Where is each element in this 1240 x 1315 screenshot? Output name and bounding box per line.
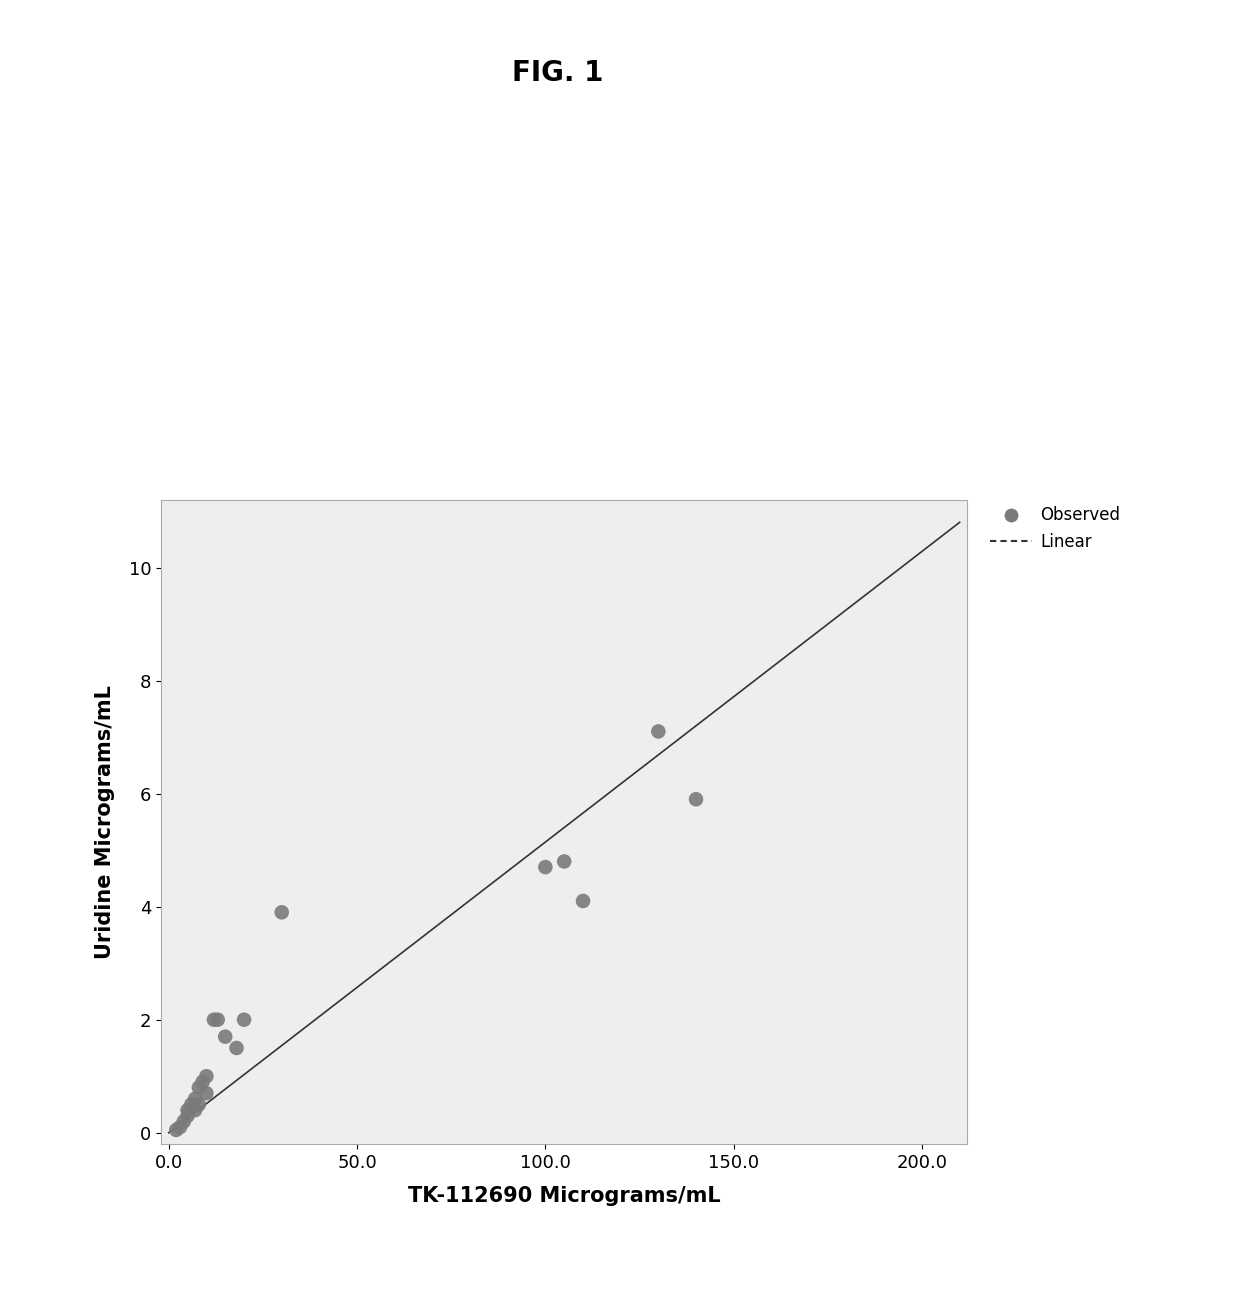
Y-axis label: Uridine Micrograms/mL: Uridine Micrograms/mL — [95, 685, 115, 959]
Point — [174, 1111, 193, 1132]
Point — [188, 1094, 208, 1115]
Point — [227, 1038, 247, 1059]
Point — [573, 890, 593, 911]
Point — [181, 1094, 201, 1115]
Point — [185, 1099, 205, 1120]
Point — [554, 851, 574, 872]
Point — [192, 1072, 212, 1093]
Point — [205, 1009, 224, 1030]
Point — [188, 1077, 208, 1098]
Point — [272, 902, 291, 923]
Point — [177, 1099, 197, 1120]
Legend: Observed, Linear: Observed, Linear — [983, 500, 1127, 558]
Point — [196, 1065, 216, 1086]
Point — [216, 1026, 236, 1047]
Point — [987, 585, 1007, 606]
Point — [234, 1009, 254, 1030]
Point — [536, 856, 556, 877]
X-axis label: TK-112690 Micrograms/mL: TK-112690 Micrograms/mL — [408, 1186, 720, 1206]
Text: FIG. 1: FIG. 1 — [512, 59, 604, 87]
Point — [166, 1119, 186, 1140]
Point — [649, 721, 668, 742]
Point — [185, 1089, 205, 1110]
Point — [177, 1106, 197, 1127]
Point — [208, 1009, 228, 1030]
Point — [170, 1116, 190, 1137]
Point — [686, 789, 706, 810]
Point — [196, 1082, 216, 1103]
